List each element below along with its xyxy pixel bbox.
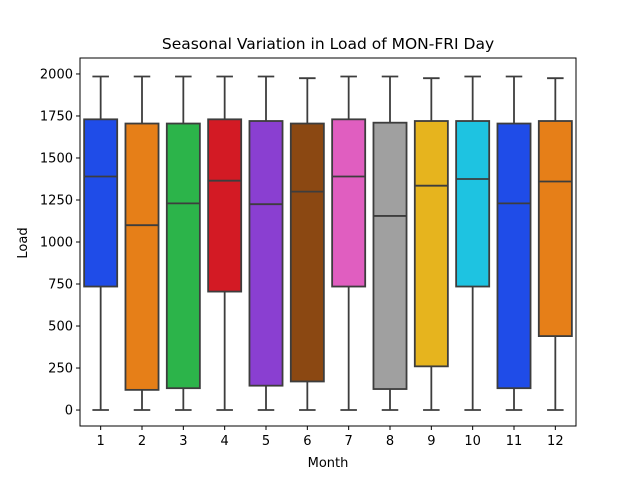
box-month-9 (413, 77, 449, 411)
iqr-box (537, 120, 573, 338)
y-axis-label: Load (16, 227, 31, 258)
y-tick-label: 1000 (40, 236, 73, 251)
iqr-box (83, 118, 119, 288)
iqr-box (496, 122, 532, 390)
y-tick-label: 250 (48, 362, 73, 377)
box-month-2 (124, 75, 160, 411)
iqr-box (165, 122, 201, 390)
iqr-box (207, 118, 243, 293)
x-tick-label: 1 (97, 434, 105, 449)
x-tick-label: 6 (303, 434, 311, 449)
x-tick-label: 5 (262, 434, 270, 449)
iqr-box (124, 122, 160, 391)
y-tick-label: 0 (65, 404, 73, 419)
iqr-box (372, 121, 408, 390)
box-series (83, 75, 573, 411)
x-tick-label: 11 (506, 434, 523, 449)
box-month-4 (207, 75, 243, 411)
iqr-box (331, 118, 367, 288)
iqr-box (289, 122, 325, 383)
box-month-6 (289, 77, 325, 411)
y-tick-label: 750 (48, 278, 73, 293)
x-tick-label: 3 (179, 434, 187, 449)
y-tick-label: 1250 (40, 193, 73, 208)
plot-frame (79, 57, 577, 427)
x-tick-label: 12 (547, 434, 564, 449)
box-month-3 (165, 75, 201, 411)
x-axis: 1 2 3 4 5 6 7 8 9 10 11 12 (97, 426, 564, 449)
iqr-box (413, 120, 449, 368)
y-tick-label: 1750 (40, 109, 73, 124)
y-tick-label: 2000 (40, 67, 73, 82)
x-tick-label: 10 (464, 434, 481, 449)
chart-title: Seasonal Variation in Load of MON-FRI Da… (162, 35, 494, 53)
x-tick-label: 4 (221, 434, 229, 449)
x-tick-label: 8 (386, 434, 394, 449)
box-month-10 (455, 75, 491, 411)
x-tick-label: 9 (427, 434, 435, 449)
x-tick-label: 7 (345, 434, 353, 449)
x-axis-label: Month (308, 456, 349, 471)
box-month-1 (83, 75, 119, 411)
x-tick-label: 2 (138, 434, 146, 449)
box-month-7 (331, 75, 367, 411)
box-month-5 (248, 75, 284, 411)
y-tick-label: 1500 (40, 151, 73, 166)
box-month-11 (496, 75, 532, 411)
iqr-box (455, 120, 491, 288)
y-axis: 0 250 500 750 1000 1250 1500 1750 2000 (40, 67, 80, 419)
y-tick-label: 500 (48, 320, 73, 335)
box-month-12 (537, 77, 573, 411)
box-month-8 (372, 75, 408, 411)
iqr-box (248, 120, 284, 387)
